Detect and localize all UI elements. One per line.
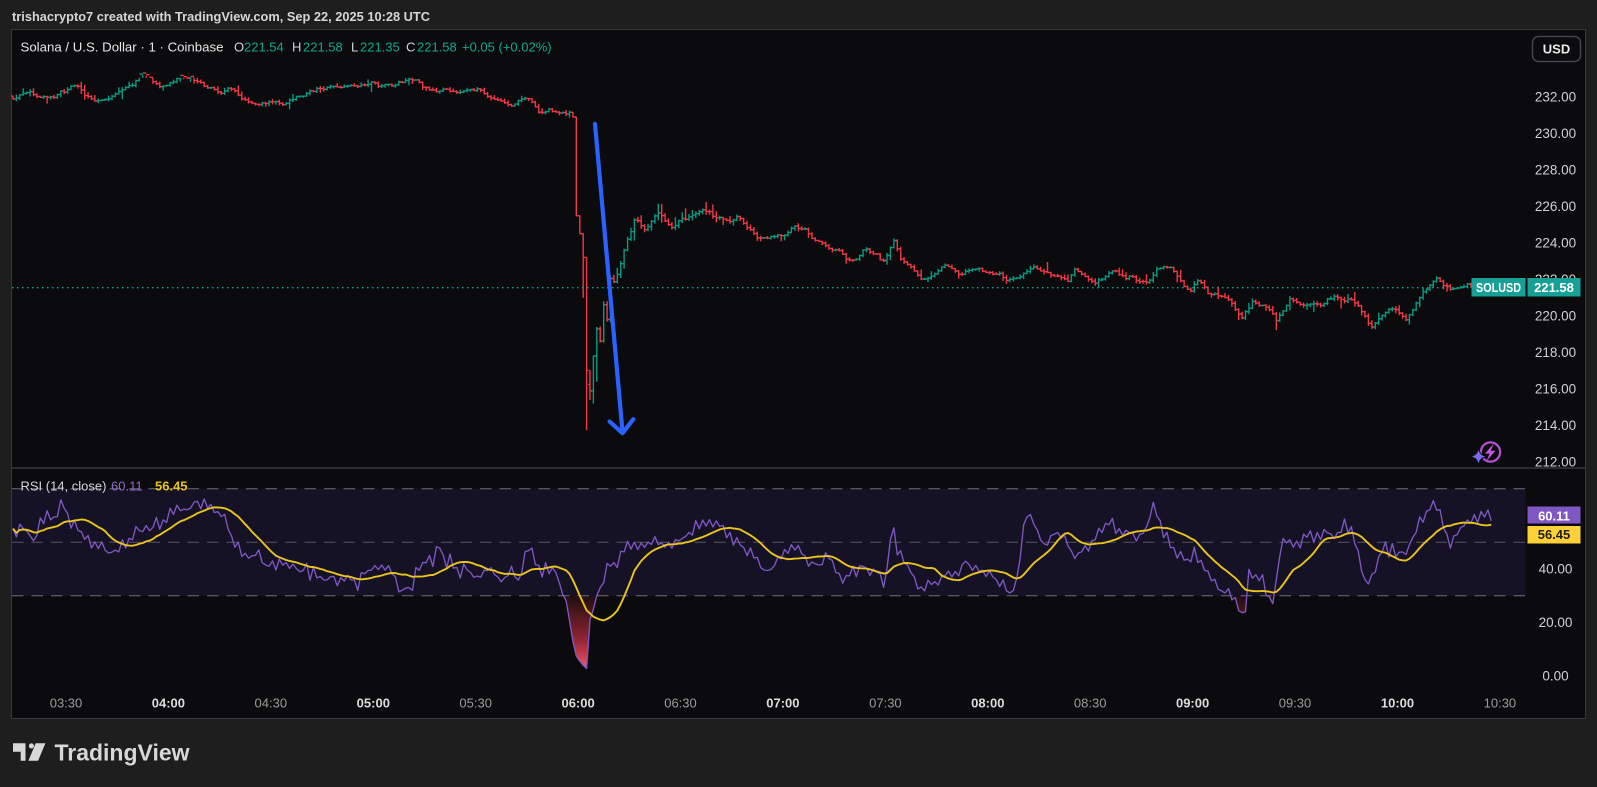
- svg-text:224.00: 224.00: [1535, 236, 1576, 251]
- svg-text:214.00: 214.00: [1535, 418, 1576, 433]
- svg-text:0.00: 0.00: [1542, 669, 1568, 684]
- svg-text:216.00: 216.00: [1535, 382, 1576, 397]
- svg-text:226.00: 226.00: [1535, 199, 1576, 214]
- svg-text:SOLUSD: SOLUSD: [1476, 280, 1521, 295]
- svg-text:56.45: 56.45: [1538, 527, 1571, 542]
- svg-text:220.00: 220.00: [1535, 309, 1576, 324]
- svg-text:05:30: 05:30: [459, 696, 492, 711]
- svg-text:232.00: 232.00: [1535, 90, 1576, 105]
- svg-text:09:30: 09:30: [1279, 696, 1312, 711]
- svg-text:230.00: 230.00: [1535, 126, 1576, 141]
- svg-text:07:30: 07:30: [869, 696, 902, 711]
- svg-text:06:30: 06:30: [664, 696, 697, 711]
- svg-text:08:00: 08:00: [971, 696, 1004, 711]
- svg-text:228.00: 228.00: [1535, 163, 1576, 178]
- svg-text:60.11: 60.11: [1538, 509, 1570, 524]
- svg-text:05:00: 05:00: [357, 696, 390, 711]
- svg-text:USD: USD: [1543, 42, 1570, 57]
- svg-text:10:30: 10:30: [1484, 696, 1517, 711]
- svg-text:03:30: 03:30: [50, 696, 83, 711]
- svg-text:trishacrypto7 created with Tra: trishacrypto7 created with TradingView.c…: [12, 9, 431, 24]
- svg-text:218.00: 218.00: [1535, 345, 1576, 360]
- svg-text:221.58: 221.58: [1534, 280, 1574, 295]
- svg-text:212.00: 212.00: [1535, 455, 1576, 470]
- svg-text:07:00: 07:00: [766, 696, 799, 711]
- svg-text:TradingView: TradingView: [55, 740, 190, 766]
- svg-text:Solana / U.S. Dollar · 1 · Coi: Solana / U.S. Dollar · 1 · Coinbase: [21, 40, 224, 55]
- svg-text:04:30: 04:30: [255, 696, 288, 711]
- svg-text:09:00: 09:00: [1176, 696, 1209, 711]
- svg-text:10:00: 10:00: [1381, 696, 1414, 711]
- svg-text:20.00: 20.00: [1539, 615, 1573, 630]
- svg-text:04:00: 04:00: [152, 696, 185, 711]
- svg-text:06:00: 06:00: [561, 696, 594, 711]
- svg-text:40.00: 40.00: [1539, 562, 1573, 577]
- svg-text:08:30: 08:30: [1074, 696, 1107, 711]
